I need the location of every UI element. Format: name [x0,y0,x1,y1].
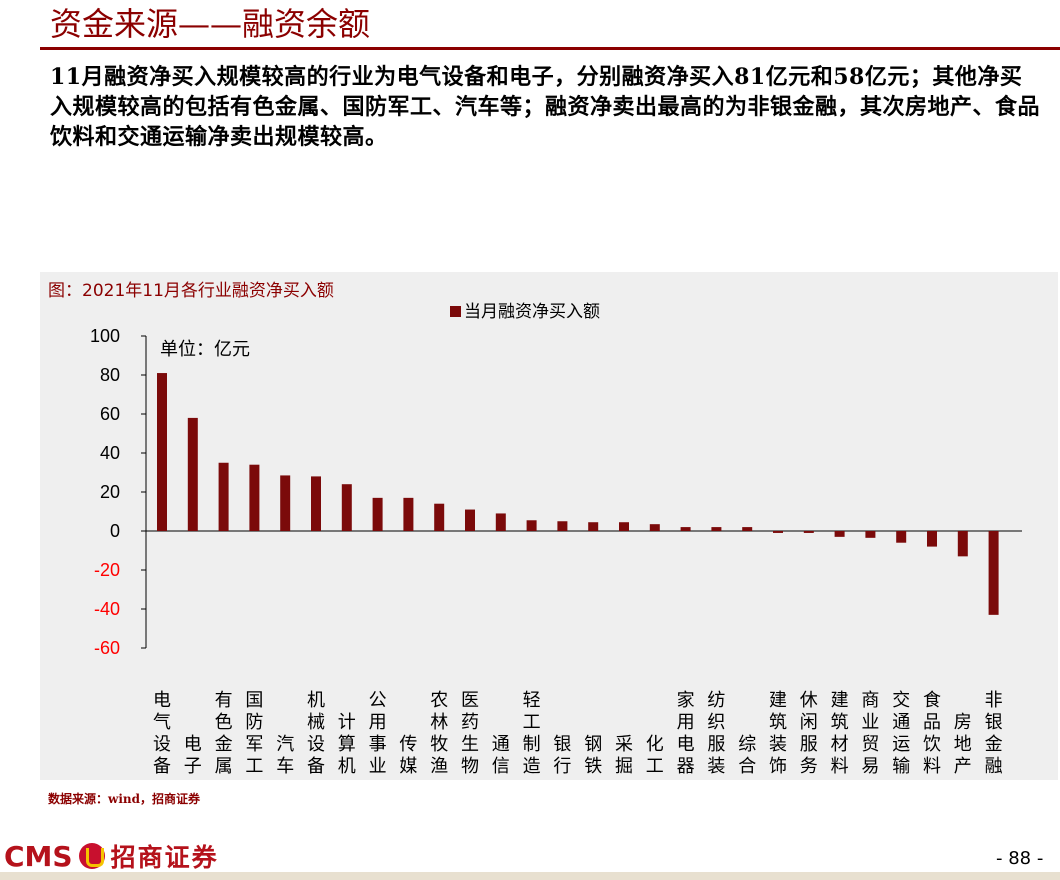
y-tick-label: 60 [100,404,120,424]
unit-label: 单位：亿元 [160,339,250,360]
x-category-label: 公用事业 [369,690,387,777]
bar [649,524,660,531]
x-category-label: 国防军工 [245,690,263,777]
bar [988,531,999,615]
bar [341,484,352,531]
bar [865,531,876,538]
x-category-label: 电子 [184,734,202,777]
bar [773,531,783,533]
x-category-label: 传媒 [399,734,417,777]
x-category-label: 银行 [553,734,571,777]
logo-company-name: 招商证券 [110,843,219,872]
logo-brand-text: CMS [4,839,73,873]
bar [311,476,321,531]
brand-logo: CMS 招商证券 [4,838,219,874]
x-category-label: 非银金融 [985,690,1003,777]
bar [495,513,506,531]
page-title: 资金来源——融资余额 [50,5,371,43]
x-category-label: 建筑装饰 [769,690,787,777]
y-tick-label: 20 [100,482,120,502]
x-category-label: 采掘 [615,734,633,777]
x-category-label: 轻工制造 [523,690,541,777]
bar [803,531,814,533]
bar [711,527,722,531]
bar [249,464,260,531]
page-number: - 88 - [996,848,1044,869]
x-category-label: 通信 [492,734,510,777]
bar [372,497,383,531]
y-tick-label: 100 [90,326,120,346]
bar [465,509,475,531]
bar [927,531,937,547]
bar [957,531,968,557]
x-category-label: 机械设备 [307,690,325,777]
data-source-note: 数据来源：wind，招商证券 [48,792,201,806]
y-tick-label: -60 [94,638,120,658]
summary-paragraph: 11月融资净买入规模较高的行业为电气设备和电子，分别融资净买入81亿元和58亿元… [50,64,1041,150]
legend-label: 当月融资净买入额 [464,302,600,322]
x-category-label: 交通运输 [892,690,910,777]
bar [403,497,414,531]
y-tick-label: -20 [94,560,120,580]
x-category-label: 纺织服装 [707,690,725,777]
footer-divider [0,872,1060,880]
x-category-label: 有色金属 [215,690,233,777]
y-tick-label: 0 [110,521,120,541]
bar [280,475,291,531]
bar [187,417,198,531]
chart-panel [40,272,1058,780]
x-category-label: 计算机 [338,712,356,777]
x-category-label: 电气设备 [153,690,171,777]
logo-badge-icon [78,843,105,869]
y-tick-label: 40 [100,443,120,463]
chart-title: 图：2021年11月各行业融资净买入额 [48,281,334,301]
x-category-label: 综合 [738,734,756,777]
bar [896,531,907,543]
x-category-label: 医药生物 [461,690,479,777]
bar [218,462,229,531]
bar [434,503,445,531]
bar [680,527,691,531]
x-category-label: 休闲服务 [800,690,818,777]
bar [526,520,537,531]
x-category-label: 商业贸易 [861,690,879,777]
legend-swatch [450,306,461,317]
bar [557,521,568,531]
x-category-label: 钢铁 [584,734,602,777]
x-category-label: 建筑材料 [831,690,849,777]
bar [157,373,167,531]
x-category-label: 食品饮料 [923,690,941,777]
bar [834,531,845,537]
y-tick-label: 80 [100,365,120,385]
title-divider [40,47,1060,50]
x-category-label: 房地产 [954,712,972,777]
bar [742,527,753,531]
x-category-label: 家用电器 [677,690,695,777]
x-category-label: 农林牧渔 [430,690,448,777]
x-category-label: 化工 [646,734,664,777]
bar [588,522,599,531]
x-category-label: 汽车 [276,734,294,777]
y-tick-label: -40 [94,599,120,619]
bar [619,522,629,531]
